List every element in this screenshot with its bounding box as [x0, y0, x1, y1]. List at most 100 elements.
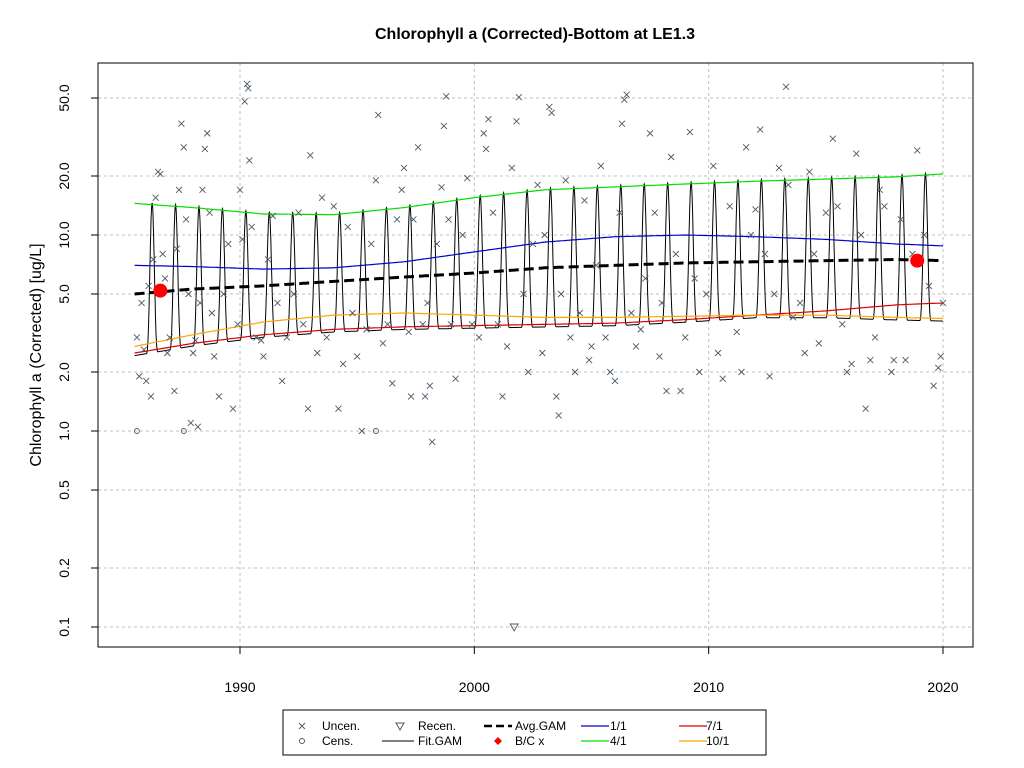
uncensored-point	[145, 282, 152, 290]
uncensored-point	[140, 346, 148, 353]
uncensored-point	[581, 197, 588, 204]
uncensored-point	[672, 250, 680, 258]
uncensored-point	[147, 393, 155, 400]
uncensored-point	[246, 157, 253, 164]
uncensored-point	[410, 216, 417, 223]
uncensored-point	[752, 206, 759, 213]
uncensored-point	[939, 299, 947, 307]
y-axis-label: Chlorophyll a (Corrected) [ug/L]	[28, 243, 45, 466]
uncensored-point	[318, 194, 326, 202]
uncensored-point	[897, 216, 905, 223]
series-layer	[134, 171, 944, 357]
censored-point	[133, 428, 140, 434]
uncensored-point	[782, 83, 790, 91]
y-tick-label: 0.1	[56, 617, 72, 637]
uncensored-point	[210, 353, 218, 360]
uncensored-point	[843, 368, 851, 376]
uncensored-point	[618, 120, 626, 127]
uncensored-point	[353, 353, 361, 360]
uncensored-point	[576, 309, 584, 317]
uncensored-point	[538, 349, 546, 357]
uncensored-point	[419, 321, 427, 328]
uncensored-point	[714, 349, 722, 357]
uncensored-point	[801, 349, 809, 357]
uncensored-point	[902, 356, 909, 364]
uncensored-point	[658, 299, 666, 307]
uncensored-point	[620, 96, 628, 104]
uncensored-point	[642, 275, 649, 282]
uncensored-point	[494, 321, 502, 328]
uncensored-point	[766, 373, 773, 380]
uncensored-point	[133, 334, 141, 341]
legend-symbol-uncensored	[298, 722, 306, 730]
censored-point	[180, 428, 187, 434]
uncensored-point	[829, 135, 837, 143]
uncensored-point	[881, 203, 888, 210]
plot-frame	[97, 62, 974, 648]
uncensored-point	[164, 349, 171, 357]
uncensored-point	[185, 290, 192, 298]
uncensored-point	[553, 393, 560, 400]
recensored-point	[509, 623, 519, 632]
uncensored-point	[304, 405, 312, 412]
uncensored-point	[314, 349, 321, 357]
uncensored-point	[438, 184, 445, 191]
uncensored-point	[681, 334, 689, 341]
uncensored-point	[703, 290, 710, 298]
x-axis: 1990 2000 2010 2020	[224, 647, 959, 695]
uncensored-point	[358, 427, 366, 435]
uncensored-point	[520, 290, 527, 298]
uncensored-point	[499, 393, 506, 400]
uncensored-point	[149, 256, 157, 263]
legend-label: 1/1	[610, 719, 627, 733]
uncensored-point	[834, 203, 841, 210]
uncensored-point	[592, 262, 600, 269]
uncensored-point	[463, 174, 471, 182]
uncensored-point	[257, 337, 265, 344]
uncensored-point	[187, 419, 195, 427]
avg-gam-line	[134, 258, 943, 296]
uncensored-point	[142, 377, 150, 385]
uncensored-point	[192, 337, 199, 344]
uncensored-point	[557, 290, 565, 298]
y-tick-label: 0.5	[56, 480, 72, 500]
uncensored-point	[937, 353, 944, 360]
uncensored-point	[171, 387, 178, 395]
uncensored-point	[372, 177, 380, 184]
uncensored-point	[822, 209, 830, 216]
points-layer	[133, 80, 947, 632]
uncensored-point	[534, 181, 541, 189]
uncensored-point	[742, 144, 750, 151]
uncensored-point	[747, 231, 755, 239]
y-tick-label: 50.0	[56, 84, 72, 111]
uncensored-point	[719, 375, 727, 382]
legend-symbol-recensored	[395, 722, 405, 732]
uncensored-point	[862, 405, 869, 412]
uncensored-point	[206, 209, 213, 216]
uncensored-point	[182, 216, 190, 223]
uncensored-point	[691, 275, 698, 282]
y-tick-label: 10.0	[56, 221, 72, 248]
uncensored-point	[555, 412, 563, 419]
uncensored-point	[656, 353, 663, 360]
uncensored-point	[173, 245, 181, 253]
uncensored-point	[203, 130, 211, 137]
uncensored-point	[196, 299, 204, 307]
legend-symbol-censored	[299, 738, 305, 744]
uncensored-point	[806, 168, 813, 176]
uncensored-point	[838, 321, 846, 328]
y-tick-label: 5.0	[56, 284, 72, 304]
uncensored-point	[468, 321, 476, 328]
uncensored-point	[546, 103, 553, 111]
uncensored-point	[848, 360, 855, 368]
uncensored-point	[374, 111, 382, 119]
uncensored-point	[785, 181, 792, 189]
uncensored-point	[367, 240, 375, 248]
x-tick-label: 1990	[224, 679, 255, 695]
uncensored-point	[201, 145, 209, 153]
uncensored-point	[623, 91, 630, 98]
uncensored-point	[157, 170, 164, 178]
uncensored-point	[913, 147, 921, 154]
uncensored-point	[421, 393, 429, 400]
